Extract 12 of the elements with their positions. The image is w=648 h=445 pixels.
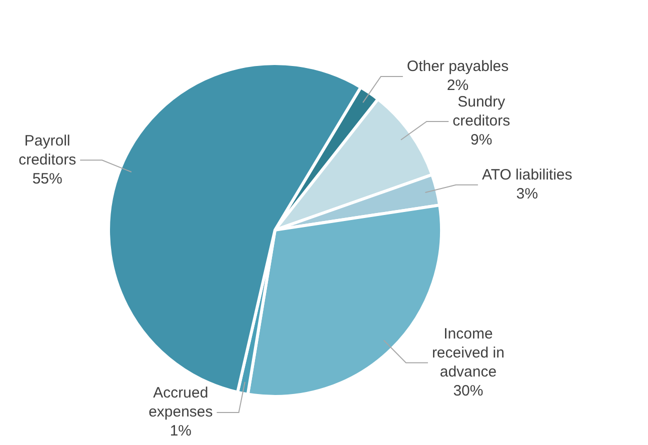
slice-label: Other payables <box>406 58 509 76</box>
data-label: 2% <box>446 77 469 94</box>
data-label: 9% <box>470 132 492 149</box>
data-label: 3% <box>516 186 538 203</box>
slice-label: Income received in advance <box>432 325 504 380</box>
slice-label: ATO liabilities <box>482 166 572 184</box>
slice-label: Sundry creditors <box>452 94 510 130</box>
data-label: 1% <box>170 422 192 440</box>
data-label: 55% <box>32 170 62 188</box>
slice-label: Accrued expenses <box>148 384 213 421</box>
slice-label: Payroll creditors <box>18 132 76 168</box>
data-label: 30% <box>453 382 484 400</box>
